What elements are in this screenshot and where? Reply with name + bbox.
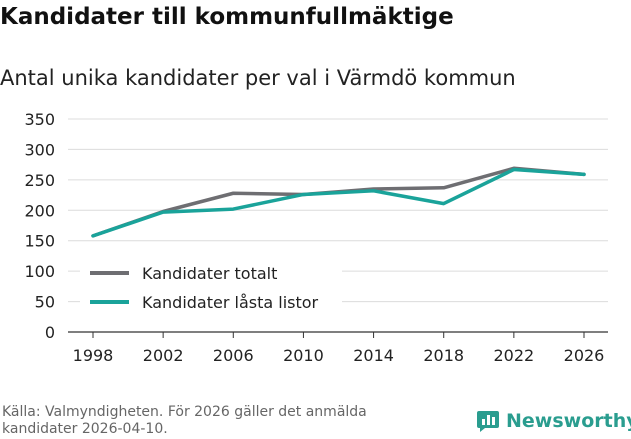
- x-tick-label: 2022: [493, 346, 534, 365]
- line-chart: 0 50 100 150 200 250 300 350 1998 2002 2006 2010 20…: [24, 110, 608, 365]
- y-tick-label: 350: [24, 110, 55, 129]
- series-line: [91, 167, 586, 238]
- source-line-2: kandidater 2026-04-10.: [2, 421, 168, 437]
- legend: Kandidater totalt Kandidater låsta listor: [80, 260, 342, 318]
- series-1: [91, 166, 586, 238]
- legend-label: Kandidater totalt: [142, 264, 277, 283]
- source-note: Källa: Valmyndigheten. För 2026 gäller d…: [2, 404, 367, 438]
- x-axis-ticks: 1998 2002 2006 2010 2014 2018 2022 2026: [73, 332, 605, 365]
- chart-subtitle: Antal unika kandidater per val i Värmdö …: [0, 66, 516, 90]
- x-tick-label: 2002: [143, 346, 184, 365]
- x-tick-label: 2018: [423, 346, 464, 365]
- y-tick-label: 0: [45, 323, 55, 342]
- x-tick-label: 2010: [283, 346, 324, 365]
- y-tick-label: 300: [24, 140, 55, 159]
- x-tick-label: 2006: [213, 346, 254, 365]
- chart-title: Kandidater till kommunfullmäktige: [0, 4, 454, 30]
- x-tick-label: 2014: [353, 346, 394, 365]
- bar-chart-logo-icon: [477, 411, 499, 432]
- newsworthy-logo: Newsworthy: [476, 409, 631, 433]
- series-2: [91, 167, 586, 238]
- legend-background: [80, 260, 342, 318]
- legend-label: Kandidater låsta listor: [142, 293, 319, 312]
- y-tick-label: 200: [24, 201, 55, 220]
- series-line: [91, 166, 586, 238]
- series-lines: [91, 166, 586, 238]
- brand-name: Newsworthy: [506, 410, 631, 432]
- x-tick-label: 2026: [564, 346, 605, 365]
- y-tick-label: 50: [35, 293, 55, 312]
- source-line-1: Källa: Valmyndigheten. För 2026 gäller d…: [2, 404, 367, 420]
- x-tick-label: 1998: [73, 346, 114, 365]
- y-axis-ticks: 0 50 100 150 200 250 300 350: [24, 110, 55, 342]
- y-tick-label: 150: [24, 232, 55, 251]
- y-tick-label: 250: [24, 171, 55, 190]
- y-tick-label: 100: [24, 262, 55, 281]
